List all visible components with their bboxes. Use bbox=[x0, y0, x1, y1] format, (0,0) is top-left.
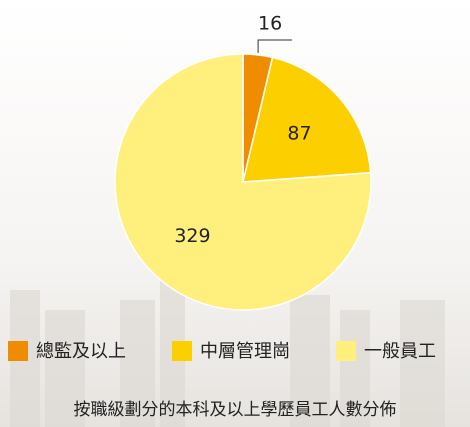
legend-swatch bbox=[172, 341, 192, 361]
data-label: 16 bbox=[258, 13, 282, 35]
chart-title: 按職級劃分的本科及以上學歷員工人數分佈 bbox=[74, 400, 397, 420]
data-label: 329 bbox=[174, 225, 210, 247]
legend-swatch bbox=[8, 341, 28, 361]
legend-swatch bbox=[336, 341, 356, 361]
legend-label: 中層管理崗 bbox=[200, 341, 290, 362]
chart: 按職級劃分的本科及以上學歷員工人數分佈 16 87 329 總監及以上 中層管理崗 一般員… bbox=[0, 0, 470, 427]
legend-label: 一般員工 bbox=[364, 341, 436, 362]
data-label: 87 bbox=[287, 122, 311, 144]
legend-label: 總監及以上 bbox=[36, 341, 126, 362]
